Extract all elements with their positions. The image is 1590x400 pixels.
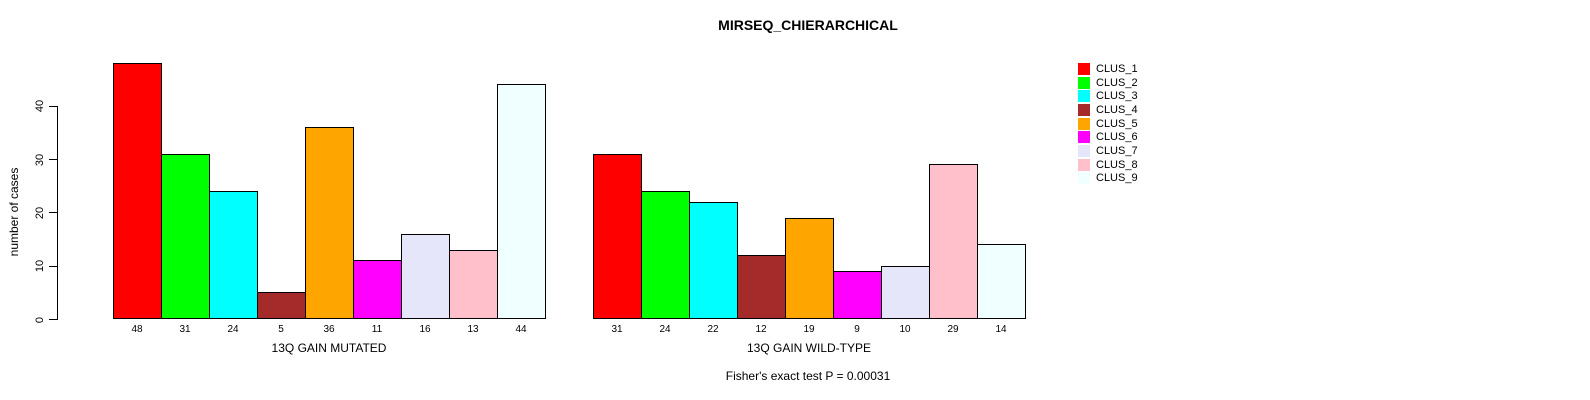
bar-value-label: 9 — [854, 324, 860, 335]
bar-panel-2: 31 24 22 12 19 9 10 29 14 13Q GAIN WILD-TYPE — [593, 0, 1027, 400]
bar-clus_3 — [209, 191, 258, 319]
y-axis-line — [57, 105, 58, 320]
legend-row: CLUS_5 — [1078, 117, 1138, 131]
bar-panel-1: 48 31 24 5 36 11 16 13 44 13Q GAIN MUTATED — [113, 0, 547, 400]
bar-clus_7 — [881, 265, 930, 319]
bar-value-label: 29 — [947, 324, 959, 335]
bar-clus_5 — [785, 217, 834, 319]
bar-clus_3 — [689, 201, 738, 319]
bar-value-label: 24 — [227, 324, 239, 335]
bar-clus_2 — [641, 191, 690, 319]
legend-row: CLUS_6 — [1078, 130, 1138, 144]
bar-clus_1 — [593, 153, 642, 319]
y-tick — [49, 105, 57, 107]
legend-row: CLUS_9 — [1078, 172, 1138, 186]
y-tick — [49, 159, 57, 161]
bar-value-label: 14 — [995, 324, 1007, 335]
legend-label: CLUS_6 — [1096, 131, 1138, 144]
bar-clus_5 — [305, 127, 354, 319]
y-axis-label: number of cases — [7, 167, 21, 257]
legend-label: CLUS_5 — [1096, 117, 1138, 130]
bar-value-label: 5 — [278, 324, 284, 335]
legend-label: CLUS_8 — [1096, 158, 1138, 171]
page-title: MIRSEQ_CHIERARCHICAL — [718, 17, 898, 33]
y-tick-label: 40 — [34, 100, 46, 113]
legend-swatch-icon — [1078, 62, 1090, 75]
bar-value-label: 22 — [707, 324, 719, 335]
bar-value-label: 16 — [419, 324, 431, 335]
bar-clus_8 — [449, 249, 498, 319]
y-tick-label: 30 — [34, 153, 46, 166]
legend-label: CLUS_7 — [1096, 144, 1138, 157]
x-axis-title: 13Q GAIN MUTATED — [271, 341, 387, 355]
bar-value-label: 36 — [323, 324, 335, 335]
legend-label: CLUS_4 — [1096, 103, 1138, 116]
y-tick — [49, 212, 57, 214]
bar-value-label: 24 — [659, 324, 671, 335]
bar-clus_8 — [929, 164, 978, 319]
legend-label: CLUS_9 — [1096, 172, 1138, 185]
y-tick-label: 20 — [34, 206, 46, 220]
legend-row: CLUS_7 — [1078, 144, 1138, 158]
bar-value-label: 44 — [515, 324, 527, 335]
bar-value-label: 11 — [371, 324, 383, 335]
bar-clus_9 — [497, 84, 546, 319]
legend-swatch-icon — [1078, 76, 1090, 89]
bar-clus_1 — [113, 63, 162, 319]
legend-swatch-icon — [1078, 90, 1090, 103]
legend-row: CLUS_1 — [1078, 62, 1138, 76]
legend-row: CLUS_8 — [1078, 158, 1138, 172]
y-tick-label: 10 — [34, 260, 46, 273]
bar-value-label: 13 — [467, 324, 479, 335]
bar-clus_4 — [257, 292, 306, 319]
legend-swatch-icon — [1078, 144, 1090, 157]
bar-clus_2 — [161, 153, 210, 319]
bar-value-label: 31 — [179, 324, 191, 335]
bar-value-label: 12 — [755, 324, 767, 335]
legend-label: CLUS_3 — [1096, 90, 1138, 103]
bar-value-label: 48 — [131, 324, 143, 335]
legend-row: CLUS_4 — [1078, 103, 1138, 117]
y-tick — [49, 319, 57, 320]
legend-swatch-icon — [1078, 172, 1090, 185]
bar-clus_6 — [833, 271, 882, 319]
legend-swatch-icon — [1078, 131, 1090, 144]
bar-value-label: 19 — [803, 324, 815, 335]
legend: CLUS_1 CLUS_2 CLUS_3 CLUS_4 CLUS_5 CLUS_6 CLUS… — [1078, 62, 1138, 185]
x-axis-title: 13Q GAIN WILD-TYPE — [746, 341, 872, 355]
y-tick — [49, 265, 57, 267]
bar-clus_7 — [401, 233, 450, 319]
bar-value-label: 31 — [611, 324, 623, 335]
bar-clus_9 — [977, 244, 1026, 319]
bar-value-label: 10 — [899, 324, 911, 335]
legend-swatch-icon — [1078, 103, 1090, 116]
bar-clus_6 — [353, 260, 402, 319]
legend-label: CLUS_1 — [1096, 62, 1138, 75]
y-tick-label: 0 — [34, 316, 46, 323]
bar-clus_4 — [737, 255, 786, 319]
legend-swatch-icon — [1078, 158, 1090, 171]
legend-row: CLUS_2 — [1078, 76, 1138, 90]
fisher-test-annotation: Fisher's exact test P = 0.00031 — [725, 369, 891, 383]
legend-swatch-icon — [1078, 117, 1090, 130]
legend-label: CLUS_2 — [1096, 76, 1138, 89]
legend-row: CLUS_3 — [1078, 89, 1138, 103]
